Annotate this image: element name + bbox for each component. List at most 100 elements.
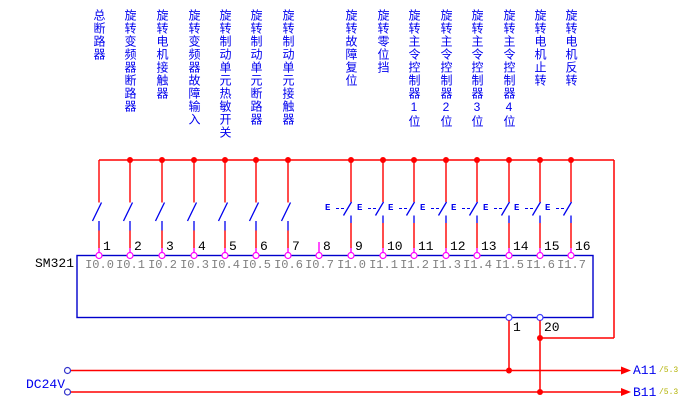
a11-arrow-icon	[621, 366, 631, 375]
column-label: 旋转主令控制器1位	[407, 9, 421, 128]
input-terminal-circle	[158, 251, 166, 260]
column-label: 旋转变频器断路器	[123, 9, 137, 113]
e-actuator-label: E	[545, 203, 551, 213]
column-label: 旋转制动单元断路器	[249, 9, 263, 126]
e-actuator-label: E	[420, 203, 426, 213]
terminal-number: 4	[198, 239, 206, 254]
channel-label: I1.0	[337, 258, 366, 272]
switch-blade	[342, 201, 353, 216]
column-label: 旋转主令控制器4位	[502, 9, 516, 128]
channel-label: I0.3	[180, 258, 209, 272]
e-actuator-label: E	[514, 203, 520, 213]
column-label: 旋转零位挡	[376, 9, 390, 74]
channel-label: I1.4	[463, 258, 492, 272]
terminal-number: 13	[481, 239, 497, 254]
input-terminal-circle	[252, 251, 260, 260]
switch-blade	[500, 201, 511, 216]
junction-dot	[537, 389, 543, 395]
channel-label: I1.1	[369, 258, 398, 272]
e-actuator-label: E	[325, 203, 331, 213]
terminal-number: 8	[323, 239, 331, 254]
column-label: 旋转故障复位	[344, 9, 358, 87]
channel-label: I1.3	[432, 258, 461, 272]
channel-label: I0.7	[305, 258, 334, 272]
input-terminal-circle	[126, 251, 134, 260]
terminal-number: 9	[355, 239, 363, 254]
module-name: SM321	[34, 256, 74, 271]
column-label: 旋转电机接触器	[155, 9, 169, 100]
input-terminal-circle	[379, 251, 387, 260]
power-label: DC24V	[26, 377, 66, 392]
column-label: 旋转主令控制器3位	[470, 9, 484, 128]
input-terminal-circle	[347, 251, 355, 260]
switch-blade	[217, 202, 229, 222]
e-actuator-label: E	[357, 203, 363, 213]
module-terminal-20-circle	[536, 313, 544, 322]
terminal-number: 12	[450, 239, 466, 254]
junction-dot	[537, 335, 543, 341]
module-bottom-terminal-20: 20	[544, 320, 560, 335]
terminal-number: 11	[418, 239, 434, 254]
column-label: 旋转电机止转	[533, 9, 547, 87]
channel-label: I0.1	[116, 258, 145, 272]
module-terminal-1-circle	[505, 313, 513, 322]
junction-dot	[506, 367, 512, 374]
output-ref-b11: /5.3	[659, 388, 679, 397]
switch-blade	[91, 202, 103, 222]
channel-label: I1.5	[495, 258, 524, 272]
module-bottom-terminal-1: 1	[513, 320, 521, 335]
terminal-number: 15	[544, 239, 560, 254]
input-terminal-circle	[505, 251, 513, 260]
channel-label: I0.0	[85, 258, 114, 272]
switch-blade	[468, 201, 479, 216]
dc24v-plus-terminal	[63, 366, 72, 375]
channel-label: I1.2	[400, 258, 429, 272]
switch-blade	[154, 202, 166, 222]
switch-blade	[531, 201, 542, 216]
channel-label: I1.7	[557, 258, 586, 272]
column-label: 旋转主令控制器2位	[439, 9, 453, 128]
input-terminal-circle	[567, 251, 575, 260]
column-label: 旋转电机反转	[564, 9, 578, 87]
terminal-number: 1	[103, 239, 111, 254]
input-terminal-circle	[95, 251, 103, 260]
column-label: 旋转变频器故障输入	[187, 9, 201, 126]
channel-label: I0.6	[274, 258, 303, 272]
e-actuator-label: E	[451, 203, 457, 213]
dc24v-minus-terminal	[63, 388, 72, 396]
switch-blade	[562, 201, 573, 216]
channel-label: I0.2	[148, 258, 177, 272]
input-terminal-circle	[536, 251, 544, 260]
output-label-a11: A11	[633, 363, 657, 378]
column-label: 旋转制动单元热敏开关	[218, 9, 232, 139]
channel-label: I1.6	[526, 258, 555, 272]
terminal-number: 14	[513, 239, 529, 254]
module-box	[76, 254, 594, 319]
input-terminal-circle	[221, 251, 229, 260]
terminal-number: 5	[229, 239, 237, 254]
switch-blade	[437, 201, 448, 216]
input-terminal-circle	[315, 251, 323, 260]
switch-blade	[280, 202, 292, 222]
terminal-number: 16	[575, 239, 591, 254]
terminal-number: 7	[292, 239, 300, 254]
column-label: 旋转制动单元接触器	[281, 9, 295, 126]
channel-label: I0.5	[242, 258, 271, 272]
switch-blade	[122, 202, 134, 222]
column-label: 总断路器	[92, 9, 106, 61]
switch-blade	[374, 201, 385, 216]
channel-label: I0.4	[211, 258, 240, 272]
input-terminal-circle	[284, 251, 292, 260]
switch-blade	[186, 202, 198, 222]
output-label-b11: B11	[633, 385, 657, 400]
e-actuator-label: E	[388, 203, 394, 213]
switch-blade	[405, 201, 416, 216]
input-terminal-circle	[410, 251, 418, 260]
switch-blade	[248, 202, 260, 222]
input-terminal-circle	[442, 251, 450, 260]
terminal-number: 2	[134, 239, 142, 254]
terminal-number: 3	[166, 239, 174, 254]
input-terminal-circle	[190, 251, 198, 260]
e-actuator-label: E	[483, 203, 489, 213]
